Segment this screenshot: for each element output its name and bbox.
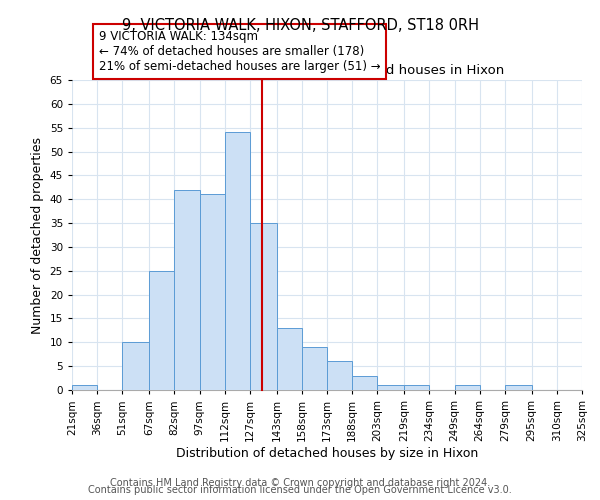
Y-axis label: Number of detached properties: Number of detached properties	[31, 136, 44, 334]
Text: 9 VICTORIA WALK: 134sqm
← 74% of detached houses are smaller (178)
21% of semi-d: 9 VICTORIA WALK: 134sqm ← 74% of detache…	[99, 30, 380, 73]
Text: Contains public sector information licensed under the Open Government Licence v3: Contains public sector information licen…	[88, 485, 512, 495]
Bar	[404, 385, 430, 390]
Bar	[277, 328, 302, 390]
Text: Contains HM Land Registry data © Crown copyright and database right 2024.: Contains HM Land Registry data © Crown c…	[110, 478, 490, 488]
Bar	[455, 385, 479, 390]
X-axis label: Distribution of detached houses by size in Hixon: Distribution of detached houses by size …	[176, 446, 478, 460]
Bar	[250, 223, 277, 390]
Bar	[72, 385, 97, 390]
Bar	[302, 347, 327, 390]
Bar	[352, 376, 377, 390]
Bar	[149, 271, 175, 390]
Bar	[582, 385, 600, 390]
Bar	[199, 194, 224, 390]
Bar	[505, 385, 532, 390]
Bar	[327, 362, 352, 390]
Title: Size of property relative to detached houses in Hixon: Size of property relative to detached ho…	[149, 64, 505, 78]
Bar	[175, 190, 199, 390]
Bar	[377, 385, 404, 390]
Bar	[224, 132, 250, 390]
Bar	[122, 342, 149, 390]
Text: 9, VICTORIA WALK, HIXON, STAFFORD, ST18 0RH: 9, VICTORIA WALK, HIXON, STAFFORD, ST18 …	[121, 18, 479, 32]
